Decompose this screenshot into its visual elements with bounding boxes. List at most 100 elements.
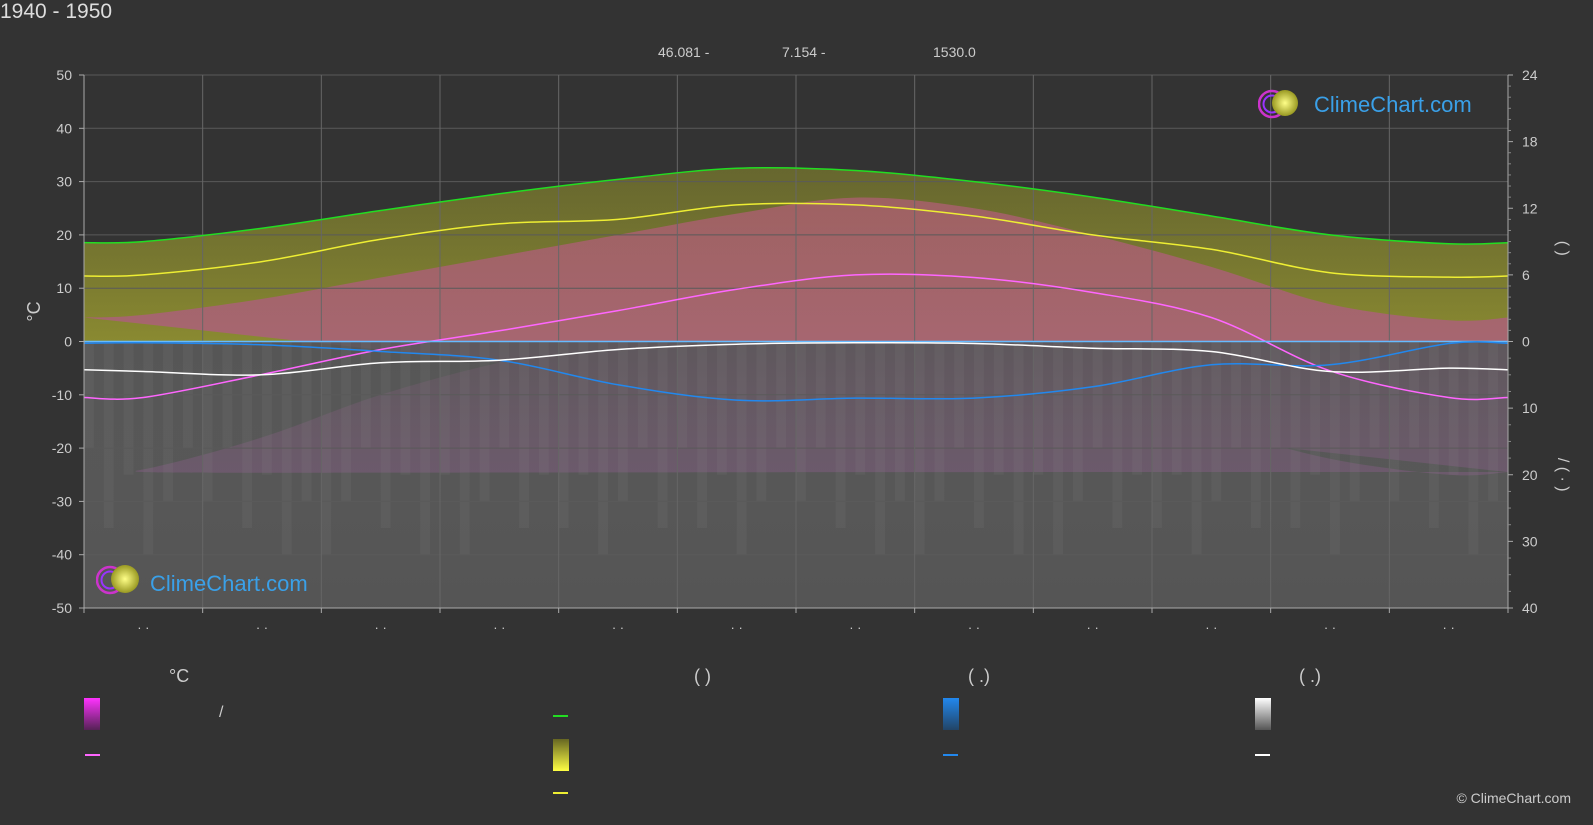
right-tick-label: 10	[1522, 400, 1538, 416]
legend-temp-range-swatch	[84, 698, 100, 730]
precipitation-stripe	[716, 341, 727, 475]
precipitation-stripe	[1310, 341, 1321, 475]
legend-rain-head: ( .)	[968, 666, 990, 686]
precipitation-stripe	[440, 341, 450, 475]
precipitation-stripe	[400, 341, 411, 475]
logo-text-bottom: ClimeChart.com	[150, 571, 308, 596]
month-label: · ·	[968, 620, 980, 635]
precipitation-stripe	[242, 341, 253, 529]
mean-temperature-line	[83, 273, 1509, 401]
precipitation-stripe	[835, 341, 846, 529]
month-label: · ·	[137, 620, 149, 635]
precipitation-stripe	[301, 341, 312, 502]
month-label: · ·	[1324, 620, 1336, 635]
logo-text-top: ClimeChart.com	[1314, 92, 1472, 117]
legend-daylight-line	[553, 715, 568, 717]
right-tick-label: 18	[1522, 134, 1538, 150]
right-axis-label-bottom: / ( · )	[1554, 458, 1571, 492]
month-label: · ·	[1205, 620, 1217, 635]
precipitation-stripe	[697, 341, 707, 529]
left-tick-label: 20	[56, 227, 72, 243]
precipitation-stripe	[380, 341, 391, 529]
left-tick-label: 50	[56, 67, 72, 83]
precipitation-stripe	[538, 341, 549, 475]
copyright-text: © ClimeChart.com	[1456, 790, 1571, 806]
legend-sun-head: ( )	[694, 666, 711, 686]
precipitation-stripe	[519, 341, 529, 529]
right-tick-label: 20	[1522, 467, 1538, 483]
logo-icon-bottom	[96, 565, 139, 595]
precipitation-stripe	[1448, 341, 1459, 475]
left-tick-label: 10	[56, 280, 72, 296]
precipitation-stripe	[479, 341, 490, 502]
precipitation-stripe	[1250, 341, 1261, 529]
left-tick-label: 0	[64, 334, 72, 350]
precipitation-stripe	[1132, 341, 1143, 475]
chart-title: 1940 - 1950	[0, 0, 113, 23]
precipitation-stripe	[618, 341, 628, 502]
precipitation-stripe	[1112, 341, 1123, 529]
precipitation-stripe	[163, 341, 173, 502]
left-tick-label: 40	[56, 120, 72, 136]
month-label: · ·	[731, 620, 743, 635]
precipitation-stripe	[341, 341, 351, 502]
precipitation-stripe	[657, 341, 668, 529]
legend-snow-head: ( .)	[1299, 666, 1321, 686]
series-lines	[83, 166, 1509, 402]
precipitation-stripe	[1488, 341, 1499, 502]
precipitation-stripe	[974, 341, 984, 529]
snow-line	[83, 341, 1509, 376]
legend-mean-temp-line	[85, 754, 100, 756]
precipitation-stripe	[1152, 341, 1162, 529]
right-tick-label: 24	[1522, 67, 1538, 83]
legend-snow-swatch	[1255, 698, 1271, 730]
precipitation-stripe	[262, 341, 272, 475]
precipitation-stripe	[993, 341, 1004, 475]
precipitation-stripe	[756, 341, 767, 502]
precipitation-stripe	[558, 341, 569, 529]
left-tick-label: -30	[52, 493, 72, 509]
precipitation-stripe	[202, 341, 213, 502]
climate-chart: 50 40 30 20 10 0 -10 -20 -30 -40 -50 °C 24 18 12 6 0 10 20…	[24, 67, 1571, 635]
longitude-text: 7.154 -	[782, 44, 826, 60]
right-tick-label: 12	[1522, 200, 1538, 216]
month-label: · ·	[1087, 620, 1099, 635]
precipitation-stripe	[123, 341, 134, 475]
right-tick-label: 40	[1522, 600, 1538, 616]
legend-snow-line	[1255, 754, 1270, 756]
left-tick-label: -10	[52, 387, 72, 403]
axes: 50 40 30 20 10 0 -10 -20 -30 -40 -50 °C 24 18 12 6 0 10 20…	[24, 67, 1571, 635]
left-tick-label: 30	[56, 174, 72, 190]
right-tick-label: 6	[1522, 267, 1530, 283]
precipitation-stripe	[934, 341, 945, 502]
precipitation-stripe	[578, 341, 589, 475]
precipitation-stripe	[103, 341, 114, 529]
month-label: · ·	[1443, 620, 1455, 635]
precipitation-stripe	[1290, 341, 1301, 529]
right-axis-label-top: ( )	[1554, 241, 1571, 256]
precipitation-stripe	[1349, 341, 1360, 502]
month-label: · ·	[256, 620, 268, 635]
legend-temp-head: °C	[169, 666, 190, 686]
precipitation-stripe	[1428, 341, 1439, 529]
right-tick-label: 0	[1522, 334, 1530, 350]
logo-icon-top	[1258, 89, 1298, 119]
month-label: · ·	[493, 620, 505, 635]
latitude-text: 46.081 -	[658, 44, 710, 60]
month-label: · ·	[375, 620, 387, 635]
legend-temp-range-label: /	[219, 704, 224, 721]
legend-sunshine-swatch	[553, 739, 569, 771]
legend-rain-swatch	[943, 698, 959, 730]
precipitation-stripe	[796, 341, 806, 502]
precipitation-stripe	[1072, 341, 1083, 502]
daylight-line	[83, 166, 1509, 245]
left-tick-label: -40	[52, 547, 72, 563]
precipitation-stripe	[894, 341, 905, 502]
legend-rain-line	[943, 754, 958, 756]
left-tick-label: -50	[52, 600, 72, 616]
precipitation-stripe	[1171, 341, 1182, 475]
right-tick-label: 30	[1522, 533, 1538, 549]
left-tick-label: -20	[52, 440, 72, 456]
left-axis-unit: °C	[24, 301, 44, 321]
rain-line	[83, 341, 1509, 402]
